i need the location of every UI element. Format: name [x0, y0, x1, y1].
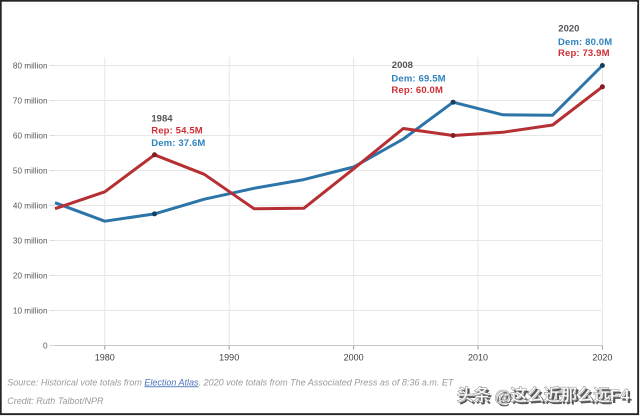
svg-text:70 million: 70 million — [13, 97, 48, 106]
svg-text:10 million: 10 million — [13, 307, 48, 316]
svg-text:1990: 1990 — [219, 352, 239, 362]
svg-text:50 million: 50 million — [13, 167, 48, 176]
svg-text:60 million: 60 million — [13, 132, 48, 141]
svg-text:Rep: 73.9M: Rep: 73.9M — [558, 48, 610, 59]
svg-text:1980: 1980 — [95, 352, 115, 362]
svg-text:20 million: 20 million — [13, 272, 48, 281]
svg-text:40 million: 40 million — [13, 202, 48, 211]
svg-text:2020: 2020 — [558, 24, 579, 35]
svg-text:Rep: 60.0M: Rep: 60.0M — [391, 85, 443, 96]
svg-text:80 million: 80 million — [13, 62, 48, 71]
svg-text:2020: 2020 — [592, 352, 612, 362]
svg-text:Source: Historical vote totals: Source: Historical vote totals from Elec… — [7, 377, 455, 387]
svg-text:2000: 2000 — [344, 352, 364, 362]
svg-text:Dem: 37.6M: Dem: 37.6M — [151, 138, 205, 149]
svg-text:2008: 2008 — [392, 60, 413, 71]
svg-text:Dem: 69.5M: Dem: 69.5M — [391, 74, 445, 85]
svg-text:30 million: 30 million — [13, 237, 48, 246]
svg-text:Rep: 54.5M: Rep: 54.5M — [151, 126, 203, 137]
svg-text:1984: 1984 — [151, 113, 173, 124]
svg-text:2010: 2010 — [468, 352, 488, 362]
svg-text:Credit: Ruth Talbot/NPR: Credit: Ruth Talbot/NPR — [7, 396, 104, 406]
svg-text:0: 0 — [43, 342, 48, 351]
svg-text:Dem: 80.0M: Dem: 80.0M — [558, 37, 612, 48]
